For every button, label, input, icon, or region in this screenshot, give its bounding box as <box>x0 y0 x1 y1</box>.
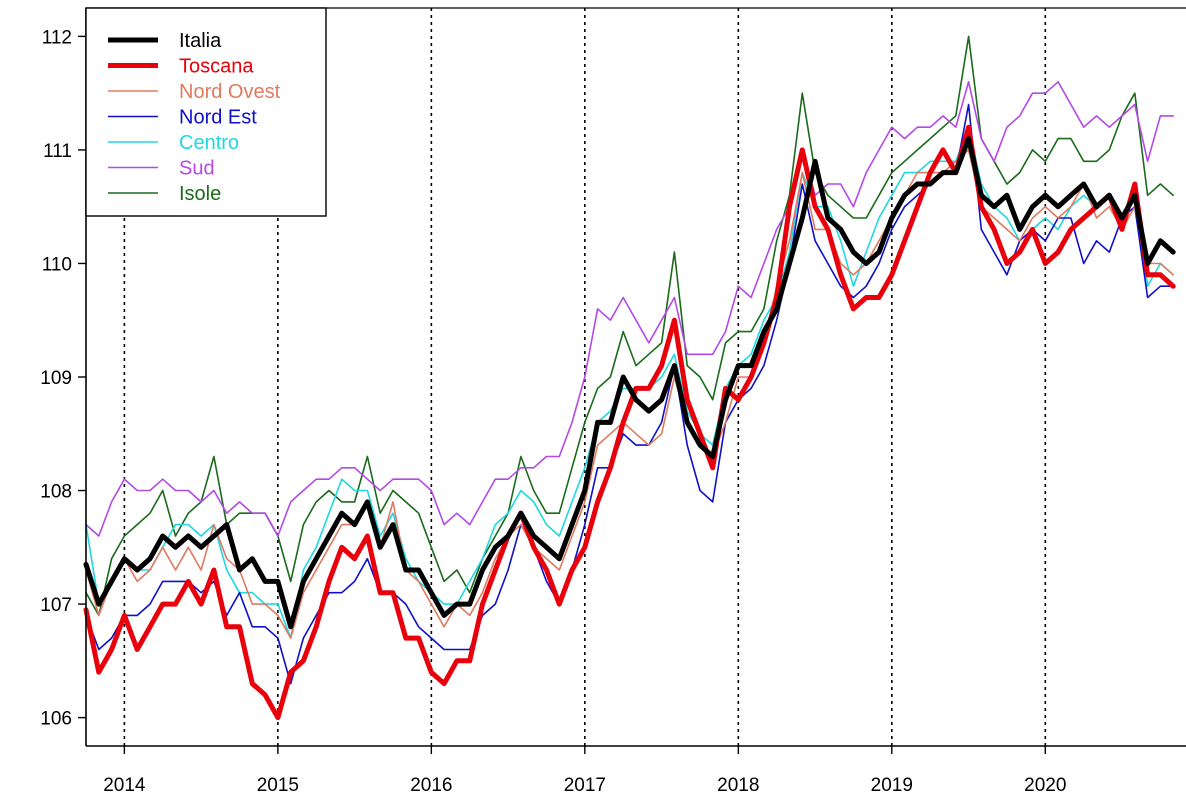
x-tick-label-2019: 2019 <box>871 775 913 796</box>
y-tick-label-112: 112 <box>42 27 72 48</box>
series-line-toscana <box>83 124 1176 721</box>
legend-label-isole: Isole <box>179 183 221 205</box>
x-tick-label-2016: 2016 <box>410 775 452 796</box>
x-tick-label-2018: 2018 <box>717 775 759 796</box>
y-tick-label-110: 110 <box>42 254 72 275</box>
y-tick-label-108: 108 <box>40 482 72 503</box>
y-tick-label-111: 111 <box>43 141 72 162</box>
x-tick-label-2017: 2017 <box>564 775 606 796</box>
y-tick-label-106: 106 <box>40 709 72 730</box>
series-line-italia <box>83 136 1176 630</box>
series-line-nord-ovest <box>85 149 1174 639</box>
legend-label-italia: Italia <box>179 30 222 52</box>
x-tick-label-2020: 2020 <box>1024 775 1066 796</box>
x-tick-label-2015: 2015 <box>257 775 299 796</box>
legend-box <box>85 7 327 217</box>
legend-label-sud: Sud <box>179 158 215 180</box>
x-tick-label-2014: 2014 <box>103 775 146 796</box>
legend: Italia Toscana Nord Ovest Nord Est Centro Sud… <box>85 7 327 217</box>
y-tick-label-109: 109 <box>40 368 72 389</box>
x-axis-ticks: 2014 2015 2016 2017 2018 2019 2020 <box>103 746 1066 796</box>
legend-label-centro: Centro <box>179 132 239 154</box>
y-axis-ticks: 106 107 108 109 110 111 112 <box>40 27 86 730</box>
y-tick-label-107: 107 <box>40 595 72 616</box>
legend-label-toscana: Toscana <box>179 56 254 78</box>
series-line-nord-est <box>85 103 1174 685</box>
series-line-sud <box>85 81 1174 537</box>
series-lines <box>83 35 1176 721</box>
legend-label-nord-ovest: Nord Ovest <box>179 81 281 103</box>
legend-label-nord-est: Nord Est <box>179 107 257 129</box>
